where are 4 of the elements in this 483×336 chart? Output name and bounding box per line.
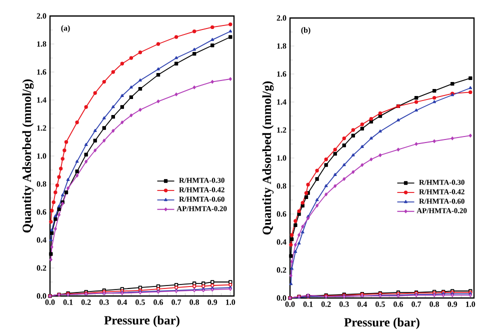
x-axis-title: Pressure (bar) bbox=[104, 316, 180, 328]
y-axis-title: Quantity Adsorbed (mmol/g) bbox=[22, 79, 34, 233]
x-axis-title: Pressure (bar) bbox=[344, 318, 420, 330]
y-axis-title: Quantity Adsorbed (mmol/g) bbox=[262, 81, 274, 235]
